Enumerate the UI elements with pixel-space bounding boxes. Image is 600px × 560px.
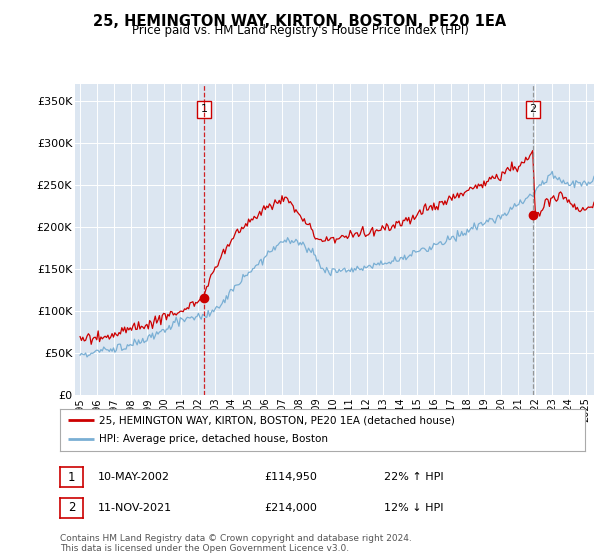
Text: 11-NOV-2021: 11-NOV-2021 <box>98 503 172 513</box>
Text: 10-MAY-2002: 10-MAY-2002 <box>98 472 170 482</box>
Text: 25, HEMINGTON WAY, KIRTON, BOSTON, PE20 1EA: 25, HEMINGTON WAY, KIRTON, BOSTON, PE20 … <box>94 14 506 29</box>
Text: £214,000: £214,000 <box>264 503 317 513</box>
Text: 22% ↑ HPI: 22% ↑ HPI <box>384 472 443 482</box>
Text: 25, HEMINGTON WAY, KIRTON, BOSTON, PE20 1EA (detached house): 25, HEMINGTON WAY, KIRTON, BOSTON, PE20 … <box>100 415 455 425</box>
Text: Price paid vs. HM Land Registry's House Price Index (HPI): Price paid vs. HM Land Registry's House … <box>131 24 469 37</box>
Text: 2: 2 <box>68 501 75 515</box>
Text: Contains HM Land Registry data © Crown copyright and database right 2024.
This d: Contains HM Land Registry data © Crown c… <box>60 534 412 553</box>
Text: 1: 1 <box>201 104 208 114</box>
Text: 1: 1 <box>68 470 75 484</box>
Text: HPI: Average price, detached house, Boston: HPI: Average price, detached house, Bost… <box>100 435 328 445</box>
Text: 12% ↓ HPI: 12% ↓ HPI <box>384 503 443 513</box>
Text: 2: 2 <box>529 104 536 114</box>
Text: £114,950: £114,950 <box>264 472 317 482</box>
